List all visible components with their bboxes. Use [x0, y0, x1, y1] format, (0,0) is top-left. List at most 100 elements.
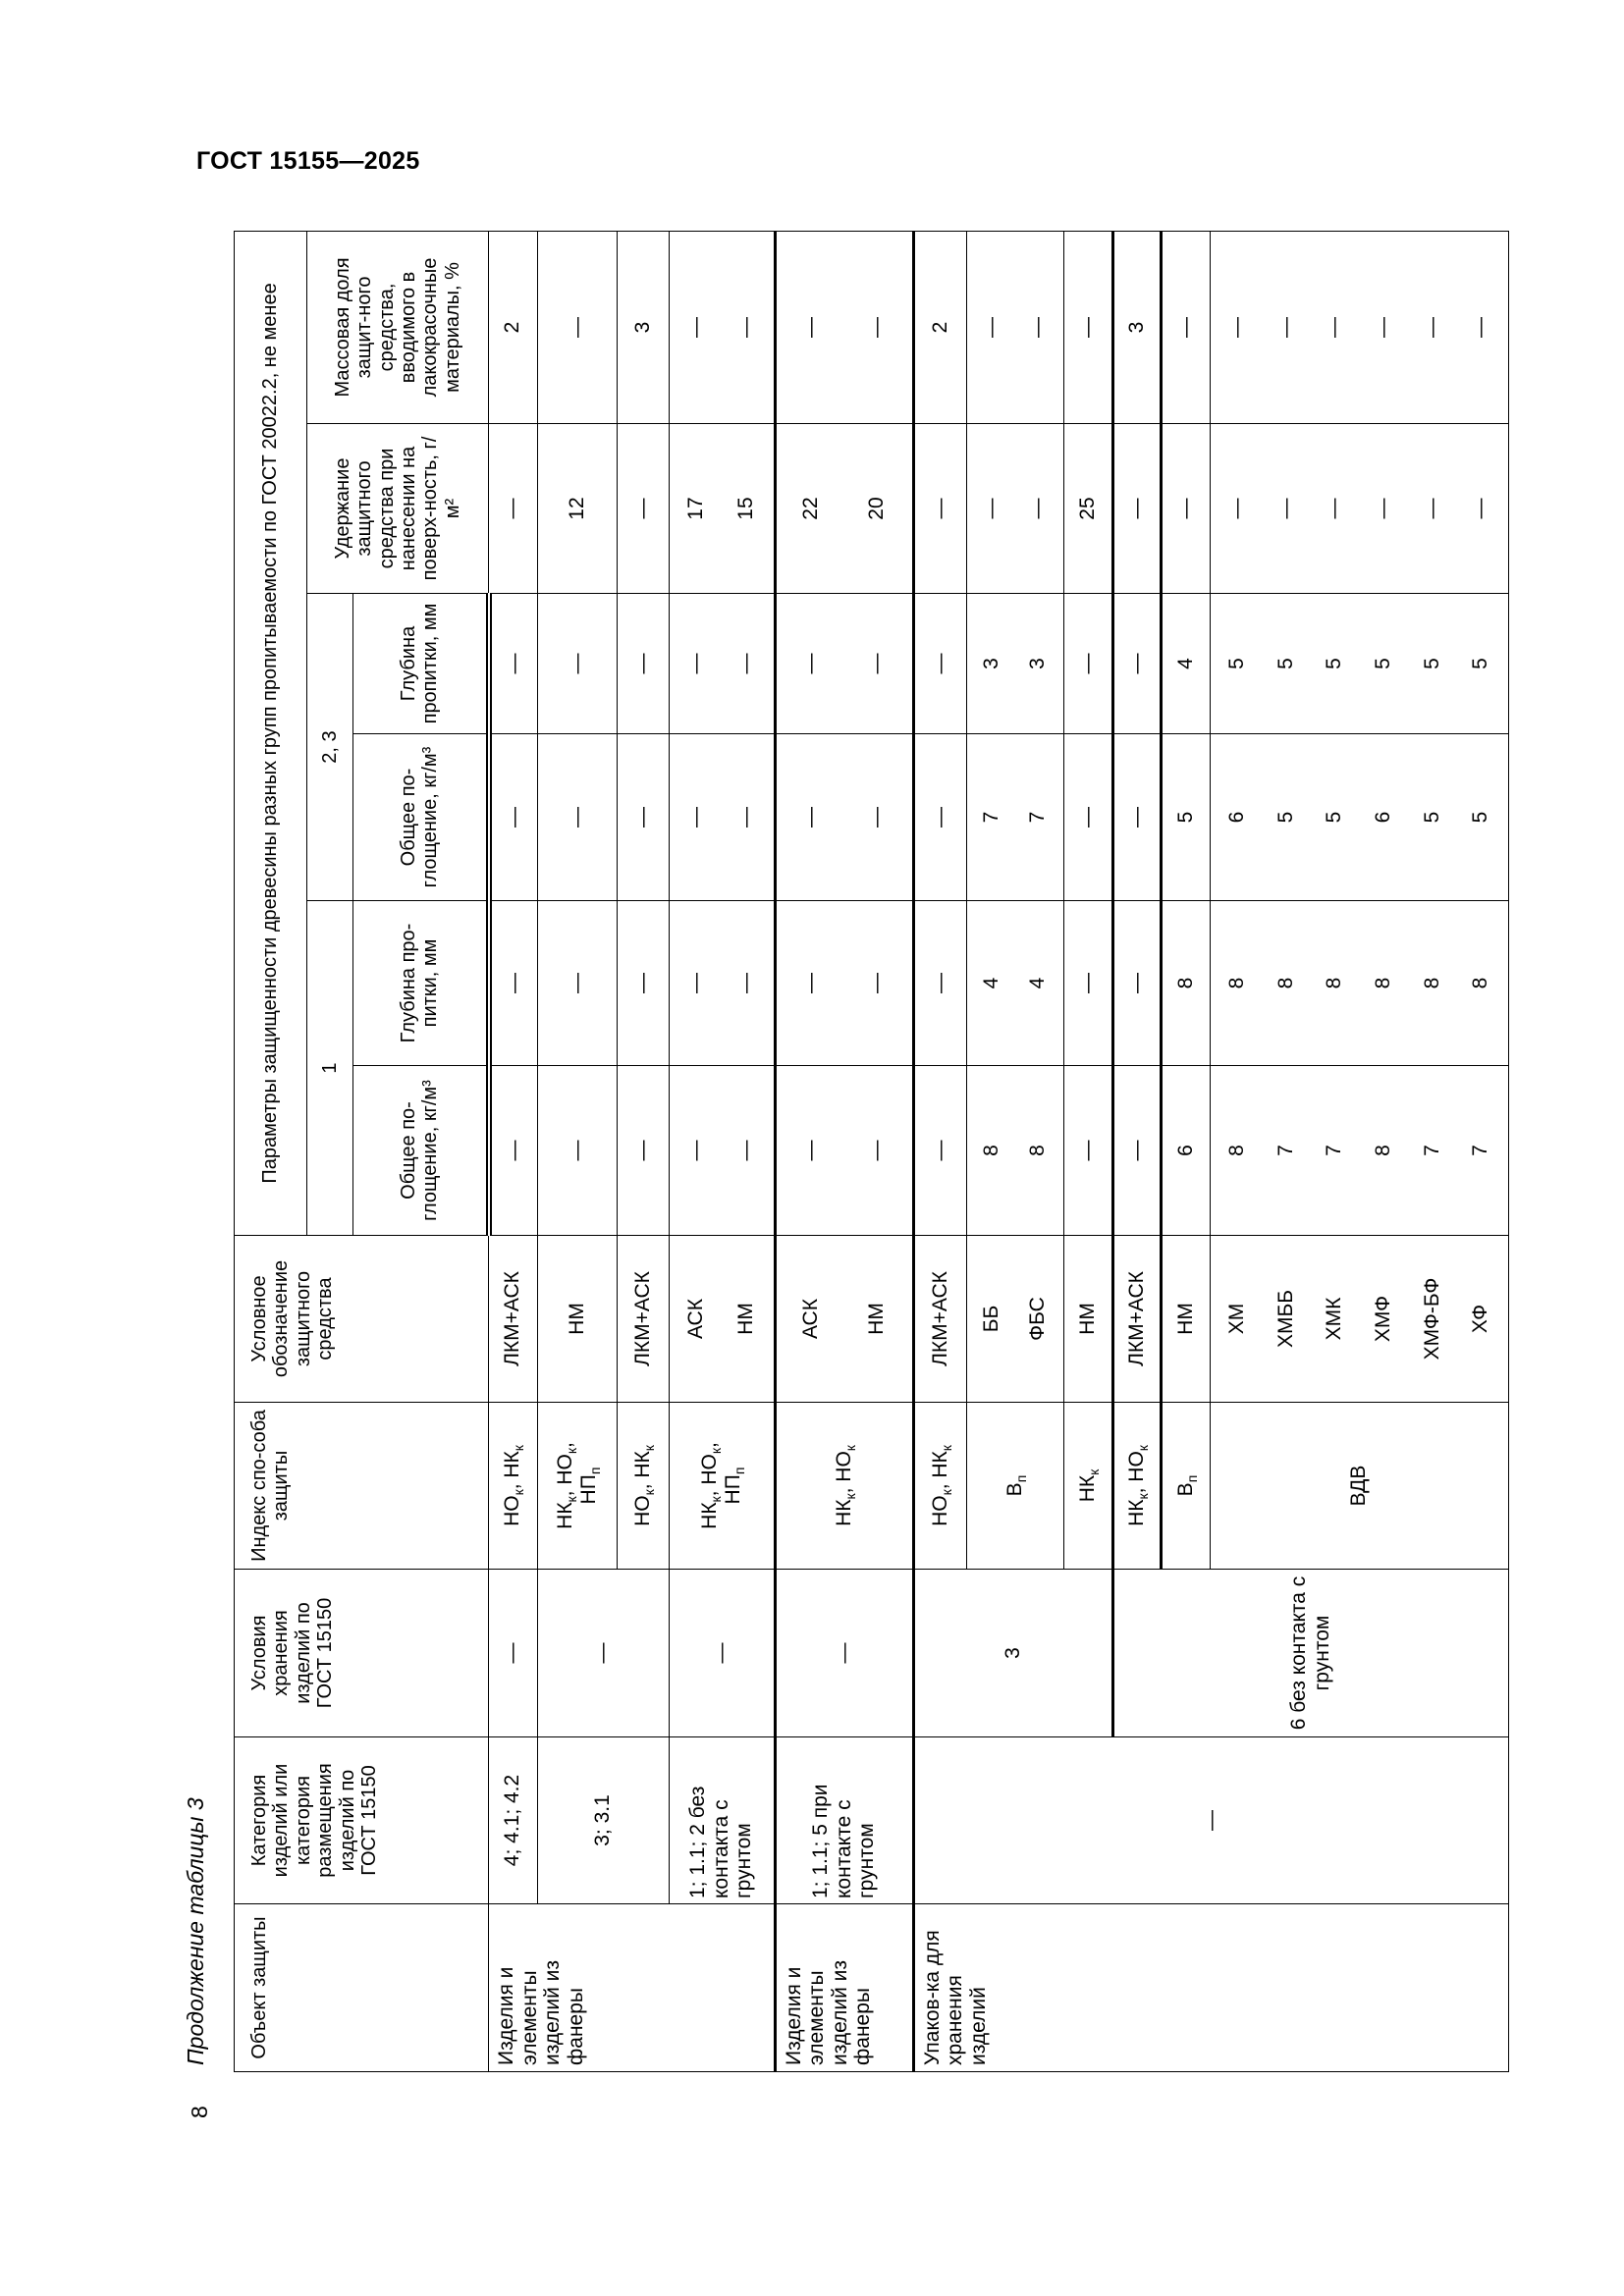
method-index-cell: НКк, НОк	[1112, 1402, 1161, 1570]
cell-value: 8	[1372, 1145, 1395, 1156]
agent-values: АСК НМ	[672, 1241, 772, 1397]
cell-value: —	[928, 807, 951, 828]
cell-value: —	[734, 653, 758, 674]
retention-values: — —	[969, 429, 1060, 588]
cell-value: —	[565, 973, 588, 993]
mass-fraction-values: —	[540, 237, 614, 418]
cell-value: НМ	[565, 1303, 588, 1335]
cell-value: —	[1323, 316, 1346, 338]
cell-value: 12	[565, 497, 588, 520]
agent-values: ЛКМ+АСК	[492, 1241, 533, 1397]
cell-value: —	[1025, 316, 1049, 338]
object-cell: Изделия и элементы изделий из фанеры	[775, 1903, 913, 2072]
method-index-subscript: к	[1085, 1468, 1102, 1475]
storage-cell: —	[669, 1569, 775, 1737]
depth-1-cell: 8 8 8 8 8 8	[1210, 900, 1508, 1066]
absorption-1-cell: 8 7 7 8 7 7	[1210, 1065, 1508, 1236]
retention-values: — — — — — —	[1213, 429, 1505, 588]
cell-value: —	[980, 316, 1003, 338]
cell-value: 8	[1420, 977, 1443, 989]
absorption-1-values: 8 7 7 8 7 7	[1213, 1071, 1505, 1230]
absorption-1-cell: —	[913, 1065, 966, 1236]
cell-value: ХМФ	[1372, 1295, 1395, 1343]
cell-value: ХМ	[1225, 1303, 1249, 1335]
page-number: 8	[187, 2106, 212, 2118]
header-category: Категория изделий или категория размещен…	[234, 1736, 489, 1904]
storage-text: 6 без контакта с грунтом	[1287, 1575, 1333, 1731]
cell-value: —	[565, 807, 588, 828]
depth-1-values: 8 8 8 8 8 8	[1213, 906, 1505, 1060]
cell-value: —	[565, 1140, 588, 1161]
agent-cell: ХМ ХМББ ХМК ХМФ ХМФ-БФ ХФ	[1210, 1235, 1508, 1403]
cell-value: —	[1124, 498, 1148, 519]
mass-fraction-cell: — — — — — —	[1210, 231, 1508, 424]
depth-23-cell: 5 5 5 5 5 5	[1210, 593, 1508, 734]
cell-value: 8	[1025, 1145, 1049, 1156]
header-absorption-23: Общее по-глощение, кг/м³	[352, 733, 489, 901]
method-index-subscript: п	[731, 1467, 747, 1475]
cell-value: —	[1420, 498, 1443, 519]
method-index-line: НОк, НКк	[501, 1408, 526, 1564]
cell-value: 3	[1124, 321, 1148, 334]
cell-value: ХФ	[1469, 1304, 1492, 1334]
cell-value: —	[734, 316, 758, 338]
header-absorption-1: Общее по-глощение, кг/м³	[352, 1065, 489, 1236]
absorption-1-cell: — —	[775, 1065, 913, 1236]
absorption-1-values: —	[494, 1071, 535, 1230]
method-index-code: , НО	[697, 1454, 721, 1497]
depth-23-values: —	[1116, 599, 1158, 728]
method-index-code: , НО	[553, 1454, 576, 1497]
cell-value: —	[799, 973, 823, 993]
agent-cell: АСК НМ	[775, 1235, 913, 1403]
table-row: 3; 3.1— НКк, НОк, НПп НМ — — — —12—	[537, 231, 669, 2071]
table-row: Изделия и элементы изделий из фанеры 1; 1…	[775, 231, 913, 2072]
method-index-subscript: п	[1012, 1474, 1029, 1483]
cell-value: ЛКМ+АСК	[630, 1271, 654, 1366]
absorption-23-cell: —	[488, 733, 537, 901]
method-index-cell: НКк, НОк	[775, 1402, 913, 1570]
method-index-code: НО	[630, 1495, 654, 1526]
mass-fraction-values: — — — — — —	[1213, 237, 1505, 418]
method-index-subscript: к	[938, 1489, 954, 1496]
category-text: —	[1199, 1810, 1222, 1831]
cell-value: 8	[1225, 977, 1249, 989]
cell-value: 8	[1273, 977, 1297, 989]
cell-value: —	[1225, 498, 1249, 519]
category-cell: —	[913, 1736, 1508, 1904]
cell-value: —	[630, 1140, 654, 1161]
method-index-cell: НКк	[1063, 1402, 1112, 1570]
header-params-title: Параметры защищенности древесины разных …	[234, 231, 307, 1236]
cell-value: —	[1124, 653, 1148, 674]
cell-value: —	[1469, 498, 1492, 519]
cell-value: 5	[1323, 658, 1346, 669]
table-row: Упаков-ка для хранения изделий —3 НОк, НКк…	[913, 231, 1508, 2072]
header-group-23: 2, 3	[306, 593, 353, 901]
cell-value: 7	[1420, 1145, 1443, 1156]
method-index-subscript: к	[640, 1445, 657, 1452]
storage-text: —	[832, 1642, 855, 1664]
depth-1-values: —	[494, 906, 535, 1060]
cell-value: —	[1420, 316, 1443, 338]
cell-value: —	[1469, 316, 1492, 338]
method-index-line: ВДВ	[1347, 1408, 1371, 1564]
retention-values: —	[620, 429, 666, 588]
mass-fraction-values: — —	[779, 237, 910, 418]
depth-1-cell: —	[488, 900, 537, 1066]
depth-1-values: —	[540, 906, 614, 1060]
cell-value: —	[1124, 1140, 1148, 1161]
method-index-code: НК	[1075, 1474, 1099, 1503]
agent-cell: АСК НМ	[669, 1235, 775, 1403]
cell-value: 5	[1372, 658, 1395, 669]
cell-value: —	[1273, 498, 1297, 519]
method-index-line: НОк, НКк	[630, 1408, 657, 1564]
mass-fraction-values: —	[1066, 237, 1110, 418]
depth-23-cell: —	[488, 593, 537, 734]
method-index-subscript: к	[841, 1445, 858, 1452]
cell-value: АСК	[684, 1299, 708, 1339]
cell-value: —	[1075, 807, 1099, 828]
table-row: 1; 1.1; 2 без контакта с грунтом — НК к, НО…	[669, 231, 775, 2071]
object-text: Упаков-ка для хранения изделий	[920, 1930, 990, 2065]
depth-1-cell: — —	[669, 900, 775, 1066]
